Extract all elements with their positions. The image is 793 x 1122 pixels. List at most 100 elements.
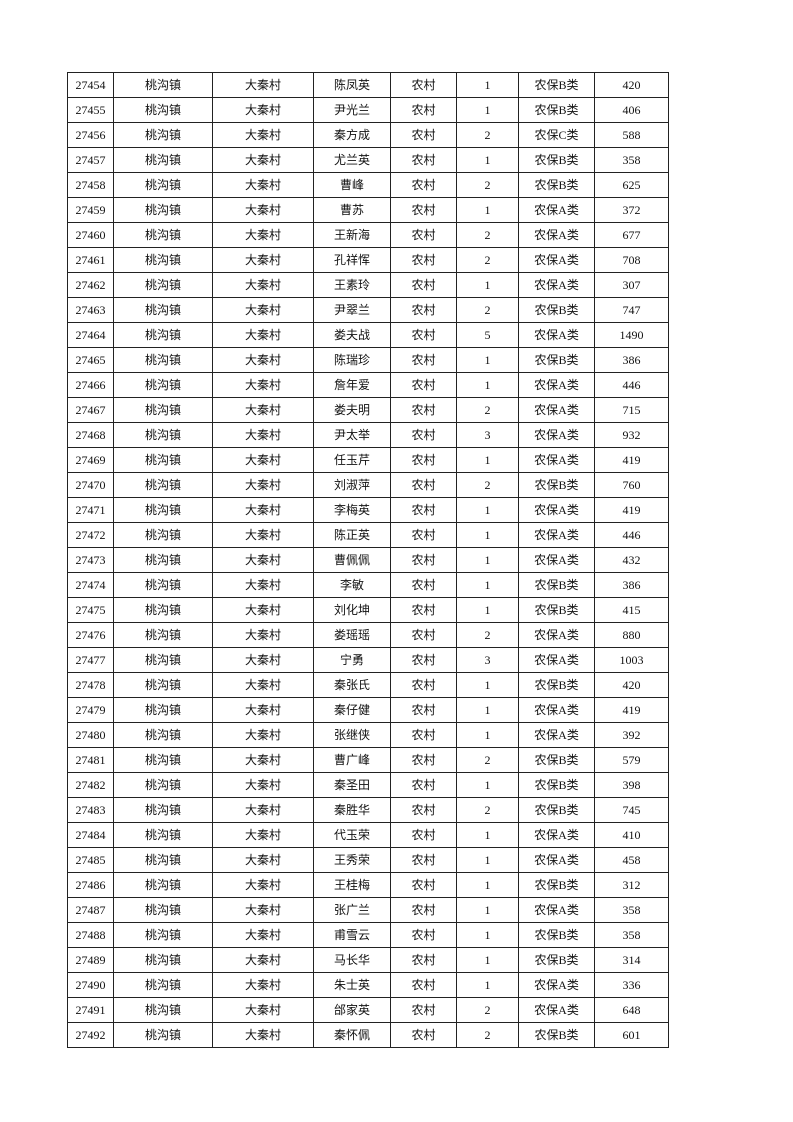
count-cell: 1: [456, 72, 519, 98]
type-cell: 农村: [390, 672, 457, 698]
type-cell: 农村: [390, 1022, 457, 1048]
village-cell: 大秦村: [212, 547, 314, 573]
village-cell: 大秦村: [212, 847, 314, 873]
id-cell: 27474: [67, 572, 114, 598]
name-cell: 娄瑶瑶: [313, 622, 391, 648]
amount-cell: 410: [594, 822, 669, 848]
town-cell: 桃沟镇: [113, 472, 213, 498]
count-cell: 2: [456, 122, 519, 148]
category-cell: 农保B类: [518, 947, 595, 973]
type-cell: 农村: [390, 597, 457, 623]
table-row: 27485 桃沟镇 大秦村 王秀荣 农村 1 农保A类 458: [67, 847, 669, 873]
town-cell: 桃沟镇: [113, 822, 213, 848]
category-cell: 农保A类: [518, 322, 595, 348]
count-cell: 1: [456, 522, 519, 548]
table-row: 27473 桃沟镇 大秦村 曹佩佩 农村 1 农保A类 432: [67, 547, 669, 573]
amount-cell: 1003: [594, 647, 669, 673]
village-cell: 大秦村: [212, 447, 314, 473]
village-cell: 大秦村: [212, 572, 314, 598]
amount-cell: 358: [594, 897, 669, 923]
count-cell: 2: [456, 622, 519, 648]
village-cell: 大秦村: [212, 597, 314, 623]
town-cell: 桃沟镇: [113, 297, 213, 323]
name-cell: 尤兰英: [313, 147, 391, 173]
count-cell: 1: [456, 372, 519, 398]
type-cell: 农村: [390, 122, 457, 148]
village-cell: 大秦村: [212, 697, 314, 723]
name-cell: 陈正英: [313, 522, 391, 548]
table-row: 27488 桃沟镇 大秦村 甫雪云 农村 1 农保B类 358: [67, 922, 669, 948]
category-cell: 农保B类: [518, 772, 595, 798]
town-cell: 桃沟镇: [113, 647, 213, 673]
table-row: 27484 桃沟镇 大秦村 代玉荣 农村 1 农保A类 410: [67, 822, 669, 848]
count-cell: 2: [456, 172, 519, 198]
count-cell: 1: [456, 547, 519, 573]
type-cell: 农村: [390, 622, 457, 648]
table-row: 27455 桃沟镇 大秦村 尹光兰 农村 1 农保B类 406: [67, 97, 669, 123]
village-cell: 大秦村: [212, 747, 314, 773]
type-cell: 农村: [390, 72, 457, 98]
amount-cell: 420: [594, 72, 669, 98]
category-cell: 农保A类: [518, 722, 595, 748]
type-cell: 农村: [390, 397, 457, 423]
name-cell: 秦圣田: [313, 772, 391, 798]
count-cell: 1: [456, 197, 519, 223]
id-cell: 27487: [67, 897, 114, 923]
id-cell: 27456: [67, 122, 114, 148]
count-cell: 2: [456, 297, 519, 323]
id-cell: 27482: [67, 772, 114, 798]
town-cell: 桃沟镇: [113, 772, 213, 798]
name-cell: 秦张氏: [313, 672, 391, 698]
name-cell: 詹年爱: [313, 372, 391, 398]
town-cell: 桃沟镇: [113, 147, 213, 173]
amount-cell: 314: [594, 947, 669, 973]
count-cell: 1: [456, 597, 519, 623]
category-cell: 农保A类: [518, 422, 595, 448]
count-cell: 1: [456, 822, 519, 848]
count-cell: 2: [456, 472, 519, 498]
category-cell: 农保A类: [518, 447, 595, 473]
category-cell: 农保A类: [518, 897, 595, 923]
amount-cell: 358: [594, 922, 669, 948]
name-cell: 张广兰: [313, 897, 391, 923]
id-cell: 27478: [67, 672, 114, 698]
village-cell: 大秦村: [212, 822, 314, 848]
type-cell: 农村: [390, 147, 457, 173]
type-cell: 农村: [390, 847, 457, 873]
name-cell: 张继侠: [313, 722, 391, 748]
town-cell: 桃沟镇: [113, 97, 213, 123]
amount-cell: 386: [594, 572, 669, 598]
category-cell: 农保A类: [518, 997, 595, 1023]
id-cell: 27457: [67, 147, 114, 173]
id-cell: 27479: [67, 697, 114, 723]
table-row: 27466 桃沟镇 大秦村 詹年爱 农村 1 农保A类 446: [67, 372, 669, 398]
town-cell: 桃沟镇: [113, 172, 213, 198]
id-cell: 27454: [67, 72, 114, 98]
town-cell: 桃沟镇: [113, 922, 213, 948]
town-cell: 桃沟镇: [113, 197, 213, 223]
name-cell: 王秀荣: [313, 847, 391, 873]
name-cell: 孔祥恽: [313, 247, 391, 273]
count-cell: 2: [456, 1022, 519, 1048]
count-cell: 2: [456, 997, 519, 1023]
count-cell: 2: [456, 747, 519, 773]
name-cell: 刘化坤: [313, 597, 391, 623]
count-cell: 1: [456, 572, 519, 598]
village-cell: 大秦村: [212, 147, 314, 173]
category-cell: 农保A类: [518, 372, 595, 398]
table-row: 27478 桃沟镇 大秦村 秦张氏 农村 1 农保B类 420: [67, 672, 669, 698]
name-cell: 秦方成: [313, 122, 391, 148]
town-cell: 桃沟镇: [113, 947, 213, 973]
id-cell: 27459: [67, 197, 114, 223]
village-cell: 大秦村: [212, 222, 314, 248]
id-cell: 27462: [67, 272, 114, 298]
count-cell: 1: [456, 497, 519, 523]
type-cell: 农村: [390, 647, 457, 673]
category-cell: 农保A类: [518, 822, 595, 848]
category-cell: 农保B类: [518, 872, 595, 898]
type-cell: 农村: [390, 522, 457, 548]
id-cell: 27491: [67, 997, 114, 1023]
town-cell: 桃沟镇: [113, 997, 213, 1023]
category-cell: 农保A类: [518, 622, 595, 648]
category-cell: 农保A类: [518, 272, 595, 298]
